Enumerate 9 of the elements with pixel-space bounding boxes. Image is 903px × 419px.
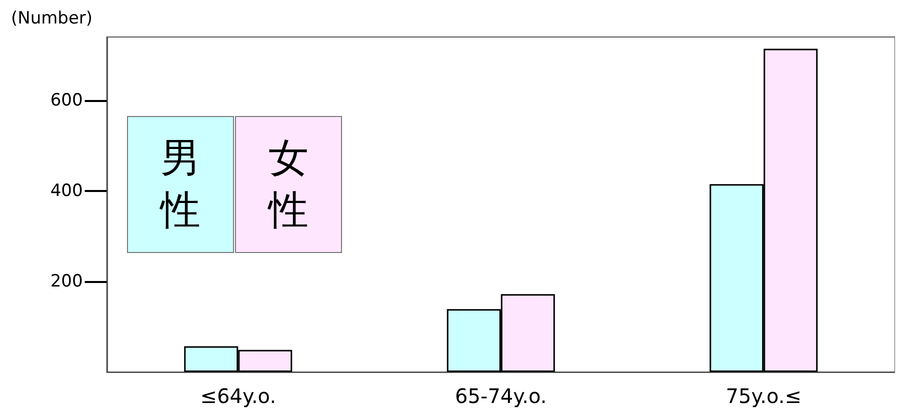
y-tick-label: 400	[50, 180, 83, 201]
y-axis-title: (Number)	[10, 8, 93, 28]
legend-label: 男性	[158, 136, 200, 234]
y-tick-label: 200	[50, 271, 83, 292]
x-tick-label: 75y.o.≤	[726, 384, 802, 408]
x-tick-label: 65-74y.o.	[455, 384, 547, 408]
y-tick-label: 600	[50, 90, 83, 110]
x-tick-label: ≤64y.o.	[200, 384, 276, 408]
text: 女性	[266, 136, 308, 234]
